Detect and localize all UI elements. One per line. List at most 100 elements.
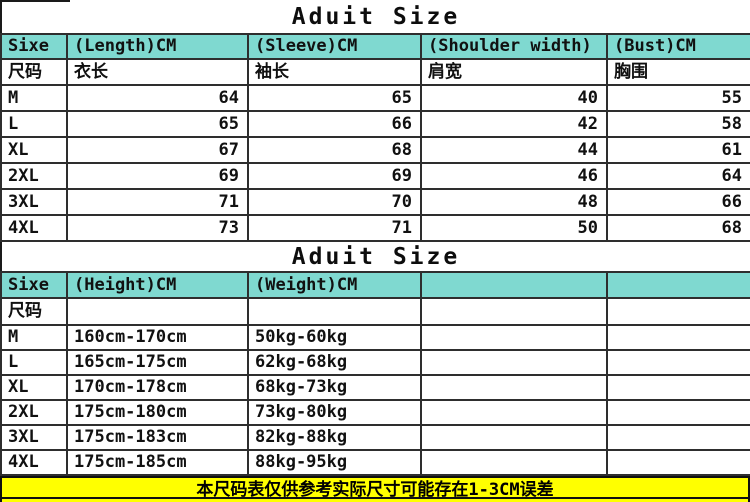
- cell-sleeve: 71: [247, 214, 422, 242]
- cell-length: 67: [66, 136, 249, 164]
- table2-header-size: Sixe: [0, 271, 68, 299]
- table1-header-row-cn: 尺码 衣长 袖长 肩宽 胸围: [0, 58, 750, 86]
- cell-empty: [420, 374, 608, 401]
- cell-bust: 58: [606, 110, 750, 138]
- table2-cell-empty: [247, 297, 422, 326]
- cell-bust: 68: [606, 214, 750, 242]
- cell-height: 170cm-178cm: [66, 374, 249, 401]
- cell-weight: 82kg-88kg: [247, 424, 422, 451]
- cell-bust: 61: [606, 136, 750, 164]
- cell-sleeve: 66: [247, 110, 422, 138]
- table1-header-sleeve-cn: 袖长: [247, 58, 422, 86]
- cell-shoulder: 42: [420, 110, 608, 138]
- table1-title-row: Aduit Size: [0, 0, 750, 33]
- cell-sleeve: 70: [247, 188, 422, 216]
- cell-shoulder: 46: [420, 162, 608, 190]
- table2-row-3xl: 3XL 175cm-183cm 82kg-88kg: [0, 424, 750, 451]
- cell-size: M: [0, 324, 68, 351]
- cell-bust: 66: [606, 188, 750, 216]
- table2-row-l: L 165cm-175cm 62kg-68kg: [0, 349, 750, 376]
- cell-size: L: [0, 349, 68, 376]
- cell-empty: [420, 424, 608, 451]
- table1-header-size-cn: 尺码: [0, 58, 68, 86]
- cell-sleeve: 68: [247, 136, 422, 164]
- body-size-table: Sixe (Height)CM (Weight)CM 尺码 M 160cm-17…: [0, 271, 750, 476]
- cell-length: 69: [66, 162, 249, 190]
- cell-empty: [420, 399, 608, 426]
- cell-size: 2XL: [0, 162, 68, 190]
- cell-length: 73: [66, 214, 249, 242]
- table1-header-row: Sixe (Length)CM (Sleeve)CM (Shoulder wid…: [0, 33, 750, 60]
- cell-shoulder: 48: [420, 188, 608, 216]
- cell-empty: [420, 449, 608, 476]
- table2-header-empty-1: [420, 271, 608, 299]
- cell-sleeve: 69: [247, 162, 422, 190]
- table1-row-4xl: 4XL 73 71 50 68: [0, 214, 750, 242]
- table1-row-xl: XL 67 68 44 61: [0, 136, 750, 164]
- table2-header-row: Sixe (Height)CM (Weight)CM: [0, 271, 750, 299]
- cell-empty: [606, 374, 750, 401]
- table2-cell-empty: [420, 297, 608, 326]
- table1-header-shoulder-cn: 肩宽: [420, 58, 608, 86]
- cell-height: 165cm-175cm: [66, 349, 249, 376]
- table2-title: Aduit Size: [291, 243, 461, 270]
- table2-header-empty-2: [606, 271, 750, 299]
- table2-row-xl: XL 170cm-178cm 68kg-73kg: [0, 374, 750, 401]
- table1-title: Aduit Size: [291, 3, 461, 30]
- table2-cell-empty: [606, 297, 750, 326]
- table2-header-weight: (Weight)CM: [247, 271, 422, 299]
- cell-size: 4XL: [0, 214, 68, 242]
- cell-weight: 73kg-80kg: [247, 399, 422, 426]
- table2-cell-empty: [66, 297, 249, 326]
- cell-weight: 88kg-95kg: [247, 449, 422, 476]
- cell-weight: 50kg-60kg: [247, 324, 422, 351]
- cell-empty: [606, 424, 750, 451]
- table2-title-row: Aduit Size: [0, 242, 750, 271]
- cell-sleeve: 65: [247, 84, 422, 112]
- cell-height: 160cm-170cm: [66, 324, 249, 351]
- footer-note-bar: 本尺码表仅供参考实际尺寸可能存在1-3CM误差: [0, 476, 750, 502]
- cell-shoulder: 44: [420, 136, 608, 164]
- cell-weight: 68kg-73kg: [247, 374, 422, 401]
- table1-header-size: Sixe: [0, 33, 68, 60]
- table2-header-height: (Height)CM: [66, 271, 249, 299]
- table1-row-2xl: 2XL 69 69 46 64: [0, 162, 750, 190]
- footer-note: 本尺码表仅供参考实际尺寸可能存在1-3CM误差: [2, 476, 748, 500]
- cell-shoulder: 40: [420, 84, 608, 112]
- cell-height: 175cm-183cm: [66, 424, 249, 451]
- cell-empty: [606, 349, 750, 376]
- cell-bust: 64: [606, 162, 750, 190]
- cell-empty: [420, 349, 608, 376]
- cell-height: 175cm-185cm: [66, 449, 249, 476]
- cell-bust: 55: [606, 84, 750, 112]
- cell-empty: [606, 449, 750, 476]
- table1-header-bust-cn: 胸围: [606, 58, 750, 86]
- table2-header-row-cn: 尺码: [0, 297, 750, 326]
- garment-size-table: Sixe (Length)CM (Sleeve)CM (Shoulder wid…: [0, 33, 750, 242]
- cell-size: 3XL: [0, 188, 68, 216]
- cell-length: 71: [66, 188, 249, 216]
- table1-header-sleeve: (Sleeve)CM: [247, 33, 422, 60]
- cell-height: 175cm-180cm: [66, 399, 249, 426]
- cell-size: XL: [0, 136, 68, 164]
- table1-row-l: L 65 66 42 58: [0, 110, 750, 138]
- cell-size: 2XL: [0, 399, 68, 426]
- cell-empty: [606, 324, 750, 351]
- cell-size: 4XL: [0, 449, 68, 476]
- cell-empty: [606, 399, 750, 426]
- table2-row-2xl: 2XL 175cm-180cm 73kg-80kg: [0, 399, 750, 426]
- cell-size: 3XL: [0, 424, 68, 451]
- table1-header-length-cn: 衣长: [66, 58, 249, 86]
- cell-size: L: [0, 110, 68, 138]
- cell-weight: 62kg-68kg: [247, 349, 422, 376]
- table1-header-bust: (Bust)CM: [606, 33, 750, 60]
- cell-length: 64: [66, 84, 249, 112]
- table1-row-3xl: 3XL 71 70 48 66: [0, 188, 750, 216]
- cell-shoulder: 50: [420, 214, 608, 242]
- table2-header-size-cn: 尺码: [0, 297, 68, 326]
- table1-header-shoulder: (Shoulder width): [420, 33, 608, 60]
- cell-empty: [420, 324, 608, 351]
- table1-header-length: (Length)CM: [66, 33, 249, 60]
- table2-row-4xl: 4XL 175cm-185cm 88kg-95kg: [0, 449, 750, 476]
